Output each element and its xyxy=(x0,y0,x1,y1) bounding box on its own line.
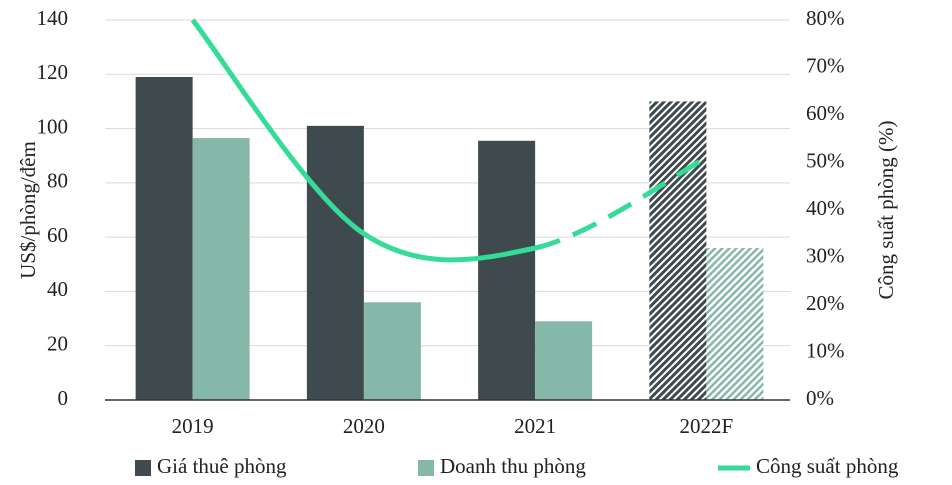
x-tick-label: 2020 xyxy=(343,414,385,438)
line-forecast xyxy=(534,155,708,251)
x-tick-label: 2022F xyxy=(680,414,734,438)
y2-tick-label: 10% xyxy=(806,338,845,362)
bar xyxy=(192,138,250,401)
bar xyxy=(478,140,536,401)
y2-axis-label: Công suất phòng (%) xyxy=(874,120,898,299)
y-tick-label: 60 xyxy=(47,223,68,247)
bar xyxy=(649,101,707,400)
y2-tick-label: 60% xyxy=(806,101,845,125)
bar xyxy=(535,321,593,400)
y2-tick-label: 30% xyxy=(806,243,845,267)
legend-label: Công suất phòng xyxy=(756,454,899,478)
y2-tick-label: 50% xyxy=(806,148,845,172)
y-tick-label: 140 xyxy=(37,6,69,30)
line xyxy=(190,18,536,263)
legend-swatch xyxy=(418,460,434,476)
legend-swatch xyxy=(135,460,151,476)
legend-label: Giá thuê phòng xyxy=(157,454,287,478)
bar xyxy=(706,248,764,400)
y2-tick-label: 70% xyxy=(806,53,845,77)
x-tick-label: 2021 xyxy=(514,414,556,438)
bar xyxy=(363,302,421,400)
bar xyxy=(135,77,193,400)
y-tick-label: 20 xyxy=(47,332,68,356)
y2-tick-label: 80% xyxy=(806,6,845,30)
x-tick-label: 2019 xyxy=(172,414,214,438)
y-tick-label: 80 xyxy=(47,169,68,193)
y2-tick-label: 0% xyxy=(806,386,834,410)
y-tick-label: 0 xyxy=(58,386,69,410)
y-axis-label: US$/phòng/đêm xyxy=(16,141,40,279)
y-tick-label: 120 xyxy=(37,60,69,84)
legend-label: Doanh thu phòng xyxy=(440,454,586,478)
y-tick-label: 100 xyxy=(37,114,69,138)
bar xyxy=(306,125,364,400)
y2-tick-label: 20% xyxy=(806,291,845,315)
y-tick-label: 40 xyxy=(47,277,68,301)
y2-tick-label: 40% xyxy=(806,196,845,220)
